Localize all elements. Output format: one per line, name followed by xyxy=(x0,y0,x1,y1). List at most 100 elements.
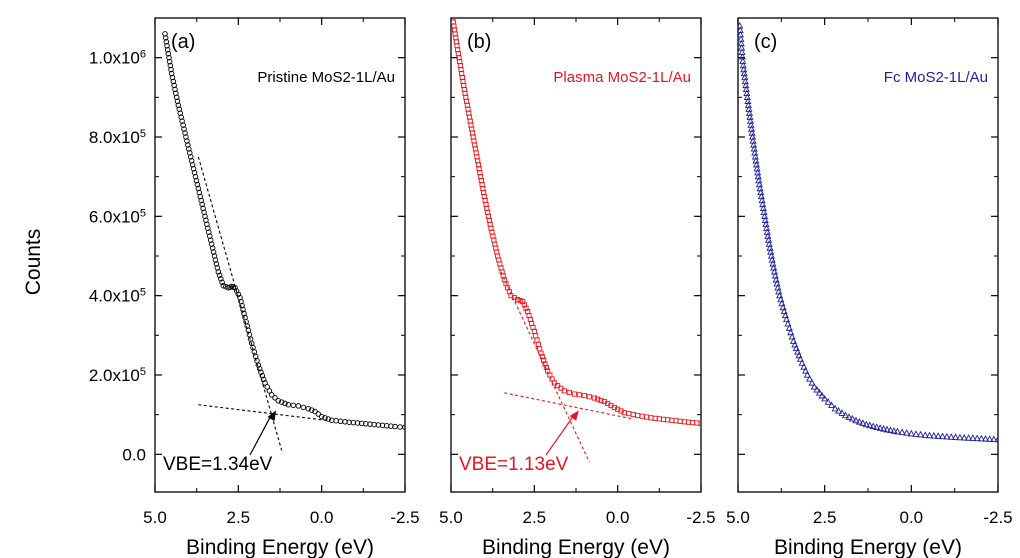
data-point xyxy=(690,420,696,426)
data-point xyxy=(994,435,998,443)
data-point xyxy=(312,408,318,415)
data-point xyxy=(656,416,662,422)
data-point xyxy=(626,411,632,417)
data-point xyxy=(172,86,178,93)
data-point xyxy=(318,413,325,420)
data-point xyxy=(218,276,224,282)
data-point xyxy=(591,395,597,401)
data-point xyxy=(841,411,850,419)
data-point xyxy=(681,419,687,425)
data-point xyxy=(834,407,843,414)
data-point xyxy=(981,434,990,442)
data-point xyxy=(798,359,806,366)
data-point xyxy=(183,134,189,140)
data-point xyxy=(180,122,186,128)
data-point xyxy=(845,413,853,420)
data-point xyxy=(698,420,701,426)
data-point xyxy=(796,355,804,362)
data-point xyxy=(254,357,260,364)
x-tick-label: 2.5 xyxy=(523,508,547,527)
data-point xyxy=(167,62,174,69)
data-point xyxy=(208,241,215,247)
data-point xyxy=(295,403,302,409)
data-point xyxy=(187,154,194,160)
data-point xyxy=(168,70,175,77)
data-point xyxy=(855,417,863,425)
fit-line xyxy=(198,404,329,422)
data-point xyxy=(780,307,788,315)
data-point xyxy=(202,213,208,220)
panel-label: (c) xyxy=(754,31,777,53)
data-point xyxy=(201,209,207,216)
data-point xyxy=(262,380,268,386)
data-point xyxy=(209,245,216,251)
y-tick-label: 8.0x105 xyxy=(89,128,146,147)
data-point xyxy=(852,416,860,424)
data-point xyxy=(163,39,170,45)
data-point xyxy=(960,433,968,441)
data-point xyxy=(258,369,264,375)
data-point xyxy=(873,423,881,430)
data-point xyxy=(197,193,203,200)
data-point xyxy=(586,394,592,400)
fit-line xyxy=(197,156,283,451)
data-point xyxy=(800,363,808,370)
data-point xyxy=(677,418,683,424)
data-point xyxy=(555,383,561,389)
data-point xyxy=(215,269,222,275)
data-point xyxy=(880,424,888,432)
data-point xyxy=(260,376,267,383)
data-point xyxy=(938,432,947,440)
data-point xyxy=(571,391,577,397)
data-point xyxy=(193,177,200,184)
data-point xyxy=(268,392,275,398)
data-point xyxy=(181,126,187,132)
data-point xyxy=(192,173,199,180)
y-tick-label: 6.0x105 xyxy=(89,207,146,226)
data-point xyxy=(973,434,981,442)
data-point xyxy=(170,78,177,85)
fit-line xyxy=(500,271,590,463)
data-point xyxy=(190,165,197,172)
data-point xyxy=(930,431,938,439)
data-point xyxy=(778,299,786,307)
data-point xyxy=(188,158,195,164)
data-point xyxy=(213,261,220,267)
data-point xyxy=(168,66,174,73)
data-point xyxy=(779,303,787,311)
data-point xyxy=(802,367,810,374)
data-point xyxy=(535,341,541,347)
data-point xyxy=(162,31,168,37)
data-point xyxy=(652,415,658,421)
data-point xyxy=(912,430,920,437)
data-point xyxy=(325,416,332,422)
data-point xyxy=(561,388,567,394)
y-axis-title-text: Counts xyxy=(22,229,45,296)
data-point xyxy=(685,419,692,425)
x-tick-label: 2.5 xyxy=(227,508,251,527)
data-point xyxy=(207,233,213,239)
vbe-annotation: VBE=1.34eV xyxy=(163,454,273,475)
data-point xyxy=(256,365,263,372)
y-axis-title: Counts xyxy=(22,229,45,296)
data-point xyxy=(169,74,176,81)
data-point xyxy=(207,237,214,243)
data-point xyxy=(206,229,212,235)
data-point xyxy=(883,425,891,433)
data-point xyxy=(186,146,192,152)
data-point xyxy=(808,378,816,386)
data-point xyxy=(322,415,328,421)
data-point xyxy=(259,373,266,379)
data-point xyxy=(538,350,544,356)
data-point xyxy=(173,94,180,101)
x-axis-title: Binding Energy (eV) xyxy=(774,536,962,558)
data-point xyxy=(177,110,183,116)
data-point xyxy=(781,311,789,319)
data-point xyxy=(282,400,288,407)
data-point xyxy=(788,332,796,340)
panel-c: 5.0 2.5 0.0 -2.5 Binding Energy (eV) (c) Fc Mo… xyxy=(726,17,1013,558)
data-point xyxy=(173,90,179,97)
x-tick-label: 5.0 xyxy=(726,508,750,527)
data-point xyxy=(551,380,557,386)
data-point xyxy=(539,354,545,360)
